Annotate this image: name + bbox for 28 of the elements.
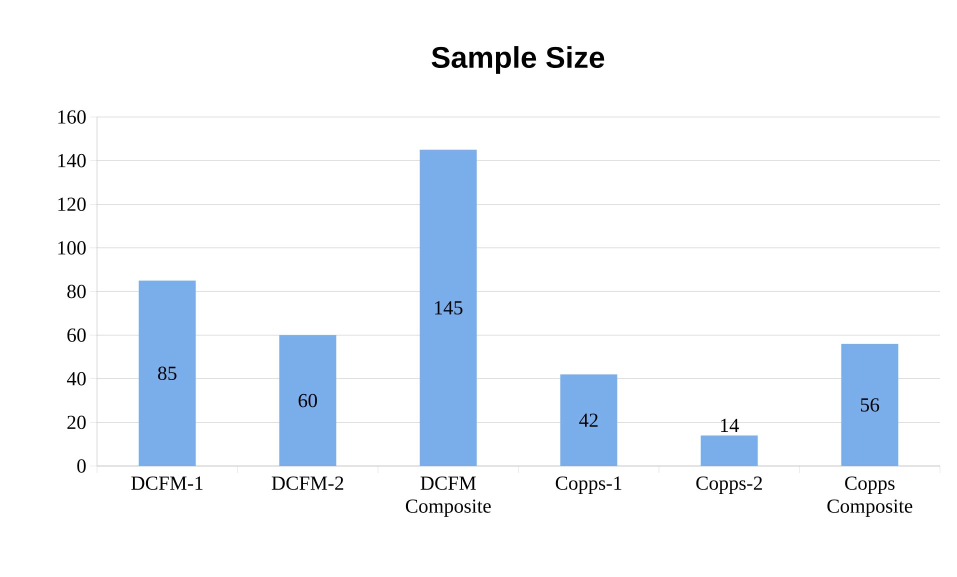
data-label: 14 <box>721 418 739 432</box>
y-tick-label: 140 <box>58 154 86 168</box>
y-tick-label: 60 <box>67 328 86 342</box>
data-label: 85 <box>158 366 176 380</box>
chart-title: Sample Size <box>432 46 604 74</box>
data-label: 60 <box>298 394 317 408</box>
y-tick-label: 40 <box>66 372 86 386</box>
y-tick-label: 0 <box>77 459 86 473</box>
bar <box>841 344 898 466</box>
y-tick-label: 100 <box>58 241 86 255</box>
bar <box>700 435 758 466</box>
y-tick-label: 120 <box>58 198 86 211</box>
y-tick-label: 20 <box>67 416 86 430</box>
bar <box>279 335 336 466</box>
x-tick-label: DCFM-1 <box>131 476 203 490</box>
bar <box>138 280 196 466</box>
x-tick-label: DCFM-2 <box>272 476 344 490</box>
x-tick-label: Copps-1 <box>556 476 622 494</box>
y-tick-label: 160 <box>58 110 86 124</box>
data-label: 56 <box>860 398 880 412</box>
bar <box>560 374 618 466</box>
x-tick-label: DCFM Composite <box>406 476 491 517</box>
y-tick-label: 80 <box>67 284 86 298</box>
data-label: 42 <box>579 414 598 427</box>
x-tick-label: Copps-2 <box>696 476 762 494</box>
x-tick-label: Copps Composite <box>827 476 912 517</box>
bar <box>420 150 477 466</box>
data-label: 145 <box>435 301 462 315</box>
